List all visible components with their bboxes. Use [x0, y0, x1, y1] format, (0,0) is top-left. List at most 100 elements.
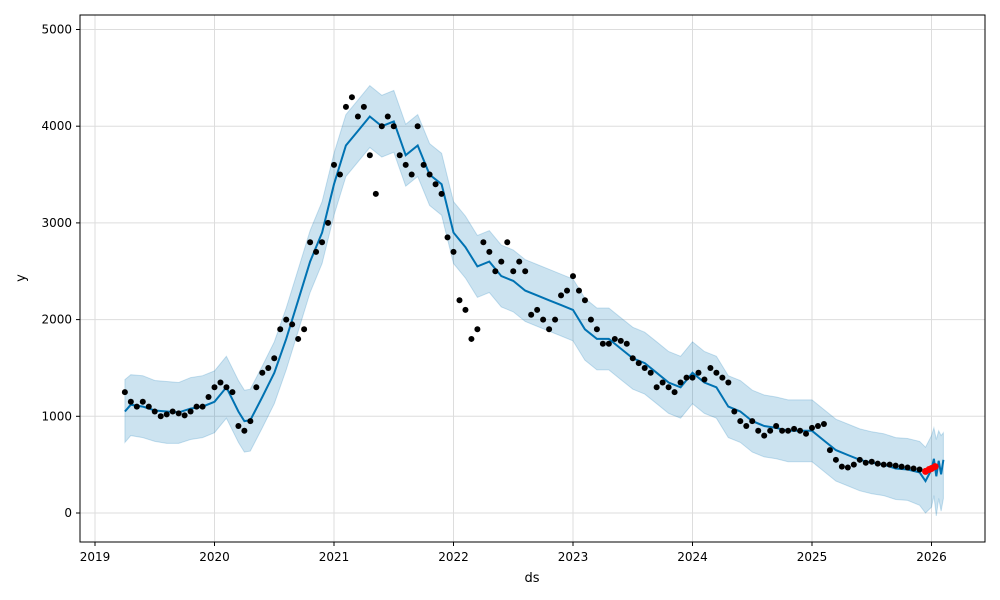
actual-point — [880, 461, 887, 468]
actual-point — [809, 424, 815, 431]
actual-point — [127, 398, 134, 405]
actual-point — [253, 384, 260, 391]
actual-point — [319, 239, 326, 246]
actual-point — [384, 113, 391, 120]
actual-point — [737, 418, 744, 425]
actual-point — [241, 427, 248, 434]
actual-point — [157, 413, 164, 420]
actual-point — [874, 460, 881, 467]
x-tick-label: 2023 — [558, 550, 589, 564]
actual-point — [797, 427, 804, 434]
x-ticks: 2019 2020 2021 2022 2023 2024 2025 2026 — [80, 542, 947, 564]
actual-point — [486, 248, 493, 255]
actual-point — [749, 418, 756, 425]
actual-point — [325, 219, 332, 226]
plot-frame — [79, 14, 986, 543]
actual-point — [599, 340, 606, 347]
actual-point — [862, 459, 869, 466]
x-tick-label: 2022 — [438, 550, 469, 564]
actual-point — [665, 384, 672, 391]
actual-point — [605, 340, 612, 347]
actual-point — [354, 113, 361, 120]
actual-point — [868, 458, 875, 465]
actual-point — [814, 422, 821, 429]
actual-point — [719, 374, 726, 381]
actual-point — [641, 364, 648, 371]
test-point — [931, 463, 939, 471]
actual-point — [791, 425, 798, 432]
grid — [80, 15, 985, 542]
x-axis-label: ds — [524, 571, 539, 586]
actual-point — [145, 403, 152, 410]
actual-point — [199, 403, 206, 410]
actual-point — [623, 340, 630, 347]
actual-point — [181, 412, 188, 419]
actual-point — [420, 161, 427, 168]
actual-point — [731, 408, 738, 415]
actual-point — [342, 103, 349, 110]
y-axis-label: y — [14, 274, 29, 282]
actual-point — [289, 321, 296, 328]
actual-point — [546, 326, 553, 333]
actual-point — [193, 403, 200, 410]
actual-point — [832, 456, 839, 463]
actual-point — [432, 181, 439, 188]
actual-point — [121, 389, 128, 396]
actual-point — [647, 369, 654, 376]
actual-point — [575, 287, 582, 294]
actual-point — [372, 190, 379, 197]
actual-point — [534, 306, 541, 313]
actual-point — [456, 297, 463, 304]
actual-point — [635, 360, 642, 367]
actual-point — [313, 248, 320, 255]
actual-point — [898, 463, 905, 470]
actual-point — [683, 374, 690, 381]
actual-point — [773, 422, 780, 429]
actual-point — [396, 152, 403, 159]
actual-point — [229, 389, 236, 396]
actual-point — [450, 248, 457, 255]
actual-point — [211, 384, 218, 391]
y-tick-label: 2000 — [41, 313, 72, 327]
actual-point — [414, 123, 421, 130]
actual-point — [271, 355, 278, 362]
actual-point — [139, 398, 146, 405]
actual-point — [707, 364, 714, 371]
actual-point — [438, 190, 445, 197]
actual-point — [426, 171, 433, 178]
y-tick-label: 0 — [64, 506, 72, 520]
actual-point — [779, 427, 786, 434]
y-tick-label: 5000 — [41, 23, 72, 37]
actual-point — [552, 316, 559, 323]
actual-point — [444, 234, 451, 241]
actual-point — [366, 152, 373, 159]
actual-point — [713, 369, 720, 376]
actual-point — [629, 355, 636, 362]
actual-point — [522, 268, 529, 275]
actual-point — [611, 335, 618, 342]
actual-point — [504, 239, 511, 246]
actual-point — [480, 239, 487, 246]
actual-point — [617, 337, 624, 344]
actual-point — [695, 369, 702, 376]
actual-point — [677, 379, 684, 386]
actual-point — [217, 379, 224, 386]
x-tick-label: 2024 — [677, 550, 708, 564]
y-ticks: 0 1000 2000 3000 4000 5000 — [41, 23, 80, 520]
actual-point — [767, 427, 774, 434]
actual-point — [163, 411, 170, 418]
x-tick-label: 2025 — [797, 550, 828, 564]
actual-point — [175, 410, 182, 417]
actual-point — [468, 335, 475, 342]
actual-point — [510, 268, 517, 275]
actual-point — [187, 408, 194, 415]
actual-point — [235, 422, 242, 429]
actual-point — [378, 123, 385, 130]
actual-point — [910, 465, 917, 472]
actual-point — [348, 94, 355, 101]
actual-point — [283, 316, 290, 323]
actual-points — [121, 94, 923, 473]
actual-point — [498, 258, 505, 265]
x-tick-label: 2026 — [916, 550, 947, 564]
